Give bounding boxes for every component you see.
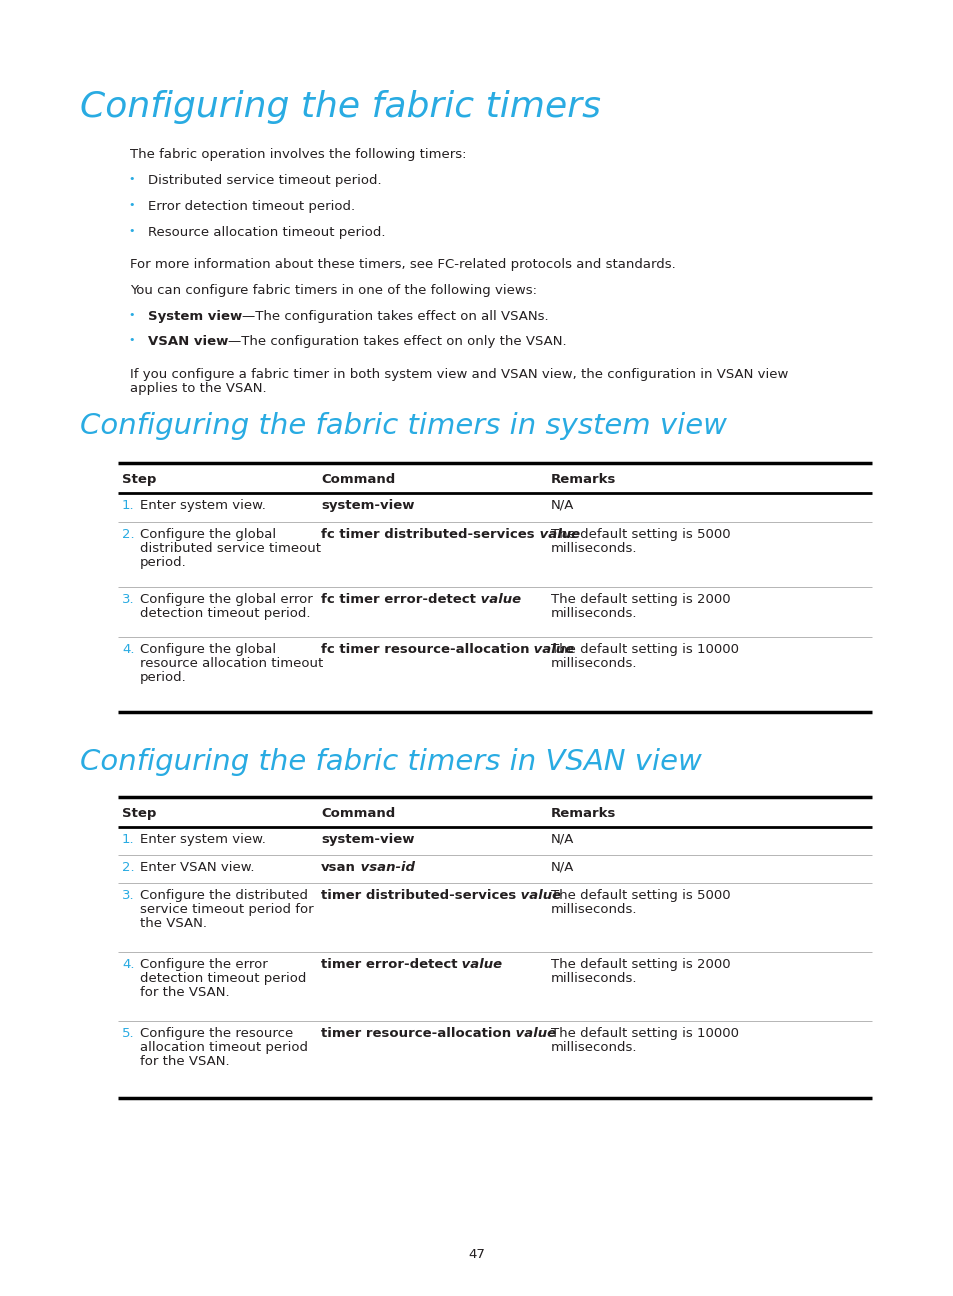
Text: The default setting is 5000: The default setting is 5000: [551, 527, 730, 540]
Text: system-view: system-view: [320, 833, 414, 846]
Text: The default setting is 5000: The default setting is 5000: [551, 889, 730, 902]
Text: the VSAN.: the VSAN.: [140, 918, 207, 931]
Text: Enter VSAN view.: Enter VSAN view.: [140, 861, 254, 874]
Text: Remarks: Remarks: [551, 473, 616, 486]
Text: You can configure fabric timers in one of the following views:: You can configure fabric timers in one o…: [130, 284, 537, 297]
Text: Configure the error: Configure the error: [140, 958, 268, 971]
Text: The fabric operation involves the following timers:: The fabric operation involves the follow…: [130, 148, 466, 161]
Text: Remarks: Remarks: [551, 807, 616, 820]
Text: fc timer resource-allocation: fc timer resource-allocation: [320, 643, 529, 656]
Text: vsan-id: vsan-id: [355, 861, 415, 874]
Text: detection timeout period.: detection timeout period.: [140, 607, 310, 619]
Text: for the VSAN.: for the VSAN.: [140, 986, 230, 999]
Text: Command: Command: [320, 473, 395, 486]
Text: service timeout period for: service timeout period for: [140, 903, 314, 916]
Text: Configure the distributed: Configure the distributed: [140, 889, 308, 902]
Text: milliseconds.: milliseconds.: [551, 657, 637, 670]
Text: 4.: 4.: [122, 958, 134, 971]
Text: The default setting is 10000: The default setting is 10000: [551, 1026, 739, 1039]
Text: for the VSAN.: for the VSAN.: [140, 1055, 230, 1068]
Text: allocation timeout period: allocation timeout period: [140, 1041, 308, 1054]
Text: The default setting is 2000: The default setting is 2000: [551, 958, 730, 971]
Text: milliseconds.: milliseconds.: [551, 903, 637, 916]
Text: The default setting is 2000: The default setting is 2000: [551, 594, 730, 607]
Text: N/A: N/A: [551, 833, 574, 846]
Text: milliseconds.: milliseconds.: [551, 1041, 637, 1054]
Text: 3.: 3.: [122, 889, 134, 902]
Text: If you configure a fabric timer in both system view and VSAN view, the configura: If you configure a fabric timer in both …: [130, 368, 787, 381]
Text: 2.: 2.: [122, 861, 134, 874]
Text: 1.: 1.: [122, 833, 134, 846]
Text: Enter system view.: Enter system view.: [140, 499, 266, 512]
Text: value: value: [476, 594, 520, 607]
Text: 1.: 1.: [122, 499, 134, 512]
Text: Enter system view.: Enter system view.: [140, 833, 266, 846]
Text: —The configuration takes effect on only the VSAN.: —The configuration takes effect on only …: [228, 334, 566, 349]
Text: distributed service timeout: distributed service timeout: [140, 542, 320, 555]
Text: •: •: [128, 200, 134, 210]
Text: VSAN view: VSAN view: [148, 334, 228, 349]
Text: milliseconds.: milliseconds.: [551, 607, 637, 619]
Text: timer distributed-services: timer distributed-services: [320, 889, 516, 902]
Text: Step: Step: [122, 807, 156, 820]
Text: Step: Step: [122, 473, 156, 486]
Text: resource allocation timeout: resource allocation timeout: [140, 657, 323, 670]
Text: N/A: N/A: [551, 861, 574, 874]
Text: value: value: [516, 889, 560, 902]
Text: 2.: 2.: [122, 527, 134, 540]
Text: •: •: [128, 226, 134, 236]
Text: milliseconds.: milliseconds.: [551, 542, 637, 555]
Text: Configure the global error: Configure the global error: [140, 594, 313, 607]
Text: vsan: vsan: [320, 861, 355, 874]
Text: Configuring the fabric timers in VSAN view: Configuring the fabric timers in VSAN vi…: [80, 748, 701, 776]
Text: Configuring the fabric timers in system view: Configuring the fabric timers in system …: [80, 412, 726, 441]
Text: —The configuration takes effect on all VSANs.: —The configuration takes effect on all V…: [242, 310, 548, 323]
Text: •: •: [128, 310, 134, 320]
Text: applies to the VSAN.: applies to the VSAN.: [130, 382, 266, 395]
Text: 5.: 5.: [122, 1026, 134, 1039]
Text: value: value: [534, 527, 579, 540]
Text: Command: Command: [320, 807, 395, 820]
Text: 47: 47: [468, 1248, 485, 1261]
Text: period.: period.: [140, 556, 187, 569]
Text: •: •: [128, 334, 134, 345]
Text: System view: System view: [148, 310, 242, 323]
Text: timer resource-allocation: timer resource-allocation: [320, 1026, 511, 1039]
Text: Error detection timeout period.: Error detection timeout period.: [148, 200, 355, 213]
Text: 3.: 3.: [122, 594, 134, 607]
Text: N/A: N/A: [551, 499, 574, 512]
Text: timer error-detect: timer error-detect: [320, 958, 457, 971]
Text: Configuring the fabric timers: Configuring the fabric timers: [80, 89, 600, 124]
Text: fc timer distributed-services: fc timer distributed-services: [320, 527, 534, 540]
Text: milliseconds.: milliseconds.: [551, 972, 637, 985]
Text: •: •: [128, 174, 134, 184]
Text: The default setting is 10000: The default setting is 10000: [551, 643, 739, 656]
Text: value: value: [529, 643, 574, 656]
Text: fc timer error-detect: fc timer error-detect: [320, 594, 476, 607]
Text: Resource allocation timeout period.: Resource allocation timeout period.: [148, 226, 385, 238]
Text: Distributed service timeout period.: Distributed service timeout period.: [148, 174, 381, 187]
Text: system-view: system-view: [320, 499, 414, 512]
Text: period.: period.: [140, 671, 187, 684]
Text: Configure the resource: Configure the resource: [140, 1026, 293, 1039]
Text: For more information about these timers, see FC-related protocols and standards.: For more information about these timers,…: [130, 258, 675, 271]
Text: Configure the global: Configure the global: [140, 527, 275, 540]
Text: Configure the global: Configure the global: [140, 643, 275, 656]
Text: detection timeout period: detection timeout period: [140, 972, 306, 985]
Text: value: value: [511, 1026, 556, 1039]
Text: value: value: [457, 958, 502, 971]
Text: 4.: 4.: [122, 643, 134, 656]
